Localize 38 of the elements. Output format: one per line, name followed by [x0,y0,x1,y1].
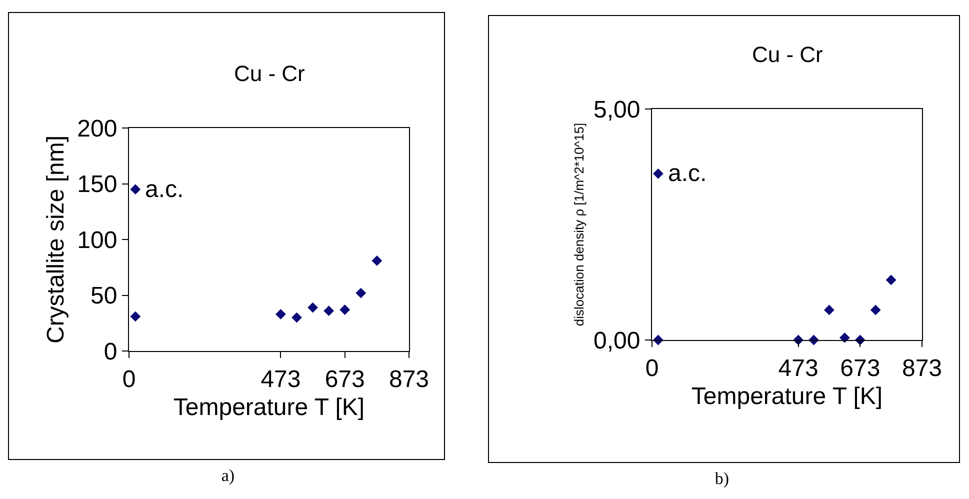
x-tick-label: 473 [260,366,301,393]
y-tick-label: 5,00 [593,96,640,124]
annotation: a.c. [668,160,707,187]
point [372,255,382,266]
x-tick-label: 0 [645,354,659,382]
y-axis-title: Crystallite size [nm] [42,135,70,344]
point [886,274,896,286]
point [340,304,350,315]
chart-title: Cu - Cr [752,42,823,67]
y-tick-label: 0,00 [593,327,640,354]
x-tick-label: 473 [778,354,818,382]
text: a) [220,466,236,486]
text: b) [714,469,730,489]
point [870,304,881,316]
x-axis-title: Temperature T [K] [173,394,365,422]
point [324,306,334,316]
y-tick-label: 150 [77,171,118,198]
point [292,312,302,323]
y-tick-label: 200 [77,115,118,142]
x-tick-label: 873 [902,354,942,382]
point [276,309,286,320]
chart-title: Cu - Cr [234,61,305,86]
point [130,311,141,322]
y-tick-label: 100 [77,226,118,254]
x-tick-label: 673 [324,366,365,393]
x-tick-label: 873 [388,366,430,393]
point [308,302,318,313]
annotation: a.c. [145,176,184,203]
y-tick-label: 50 [90,282,118,310]
point [824,304,834,316]
x-axis-title: Temperature T [K] [691,383,883,410]
x-tick-label: 0 [122,366,136,393]
point [652,168,664,179]
y-axis-title: dislocation density ρ [1/m^2*10^15] [571,122,586,326]
x-tick-label: 673 [840,354,880,382]
point [130,184,141,195]
point [356,288,366,298]
point [839,332,850,343]
